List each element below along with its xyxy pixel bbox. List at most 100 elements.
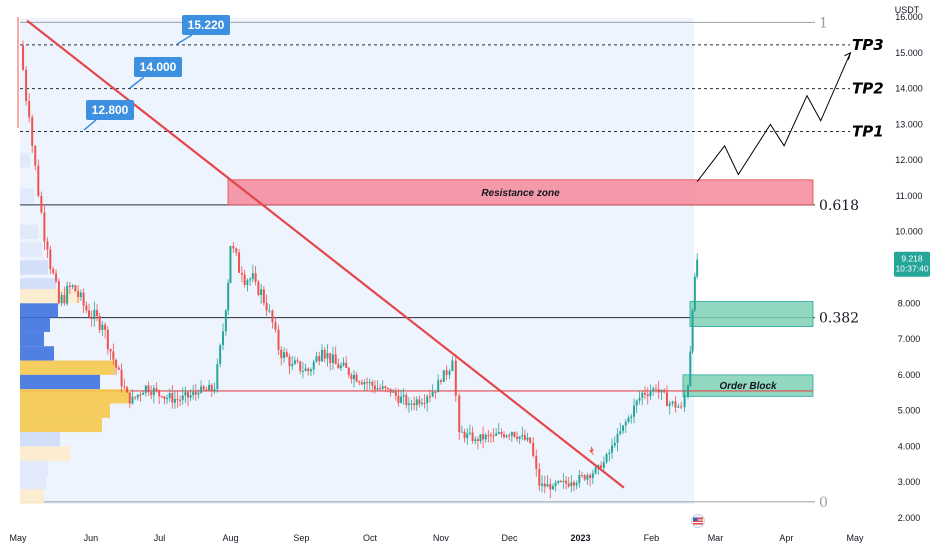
candle-body (120, 369, 123, 387)
candle-body (49, 249, 52, 270)
candle-body (677, 406, 680, 408)
callout-label: 14.000 (140, 60, 177, 74)
candle-body (265, 302, 268, 311)
candle-body (171, 393, 174, 403)
volume-bar (20, 360, 115, 375)
candle-body (134, 396, 137, 398)
candle-body (518, 436, 521, 439)
candle-body (613, 442, 616, 446)
candle-body (288, 356, 291, 367)
candle-body (627, 417, 630, 423)
candle-body (668, 403, 671, 407)
flag-icon[interactable] (691, 514, 705, 528)
candle-body (235, 248, 238, 253)
candle-body (442, 370, 445, 383)
zone-box (689, 301, 814, 327)
downtrend-line (26, 19, 625, 489)
candle-body (420, 403, 423, 405)
candle-body (101, 324, 104, 331)
candle-body (489, 434, 492, 436)
candle-body (28, 100, 31, 118)
candle-body (326, 353, 329, 359)
candle-body (123, 386, 126, 388)
volume-bar (20, 432, 60, 447)
x-tick-label: Dec (502, 533, 519, 543)
volume-profile (20, 152, 130, 504)
volume-bar (20, 417, 102, 433)
candle-body (616, 433, 619, 443)
candles (17, 17, 699, 499)
y-tick-label: 4.000 (898, 441, 921, 451)
candle-body (381, 386, 384, 389)
candle-body (373, 385, 376, 390)
candle-body (342, 362, 345, 366)
candle-body (40, 195, 43, 213)
x-tick-label: Jun (84, 533, 99, 543)
candle-body (79, 292, 82, 297)
volume-bar (20, 288, 80, 304)
candle-body (619, 431, 622, 434)
x-tick-label: Mar (708, 533, 724, 543)
candle-body (334, 354, 337, 365)
candle-body (691, 310, 694, 352)
price-tag-box (894, 251, 930, 277)
candle-body (693, 276, 696, 311)
candle-body (57, 281, 60, 304)
callout-leader (176, 34, 193, 45)
candle-body (657, 389, 660, 393)
candle-body (562, 480, 565, 482)
candle-body (418, 399, 421, 405)
candle-body (510, 432, 513, 436)
candle-body (246, 280, 249, 285)
candle-body (90, 317, 93, 319)
candle-body (516, 436, 519, 439)
candle-body (557, 481, 560, 483)
candle-body (60, 294, 63, 304)
candle-body (291, 364, 294, 367)
trendline (26, 19, 625, 489)
candle-body (307, 368, 310, 372)
candle-body (366, 382, 369, 384)
candle-body (521, 435, 524, 437)
candle-body (415, 399, 418, 406)
candle-body (468, 432, 471, 434)
candle-body (451, 360, 454, 372)
y-tick-label: 13.000 (895, 119, 923, 129)
candle-body (589, 475, 592, 479)
callout-box (86, 100, 134, 120)
candle-body (538, 468, 541, 486)
fib-label: 0.618 (819, 198, 859, 214)
candle-body (260, 289, 263, 296)
candle-body (503, 434, 506, 437)
x-tick-label: Jul (154, 533, 166, 543)
candle-body (71, 285, 74, 288)
candle-body (98, 315, 101, 331)
y-tick-label: 10.000 (895, 227, 923, 237)
candle-body (139, 394, 142, 396)
candle-body (476, 439, 479, 442)
candle-body (106, 329, 109, 350)
candle-body (147, 385, 150, 393)
candle-body (131, 396, 134, 404)
candle-body (532, 442, 535, 456)
candle-body (200, 386, 203, 393)
candle-body (397, 395, 400, 403)
candle-body (249, 279, 252, 281)
volume-bar (20, 403, 110, 418)
candle-body (22, 45, 25, 70)
candle-body (274, 322, 277, 330)
candle-body (168, 393, 171, 399)
tp-label: TP2 (852, 80, 884, 98)
y-tick-label: 6.000 (898, 370, 921, 380)
candle-body (638, 397, 641, 401)
candle-body (402, 395, 405, 397)
currency-label: USDT (895, 5, 920, 15)
candle-body (426, 396, 429, 404)
candle-body (315, 356, 318, 362)
candle-body (293, 360, 296, 365)
volume-bar (20, 303, 58, 318)
candle-body (152, 388, 155, 396)
candle-body (526, 437, 529, 440)
candle-body (104, 324, 107, 330)
